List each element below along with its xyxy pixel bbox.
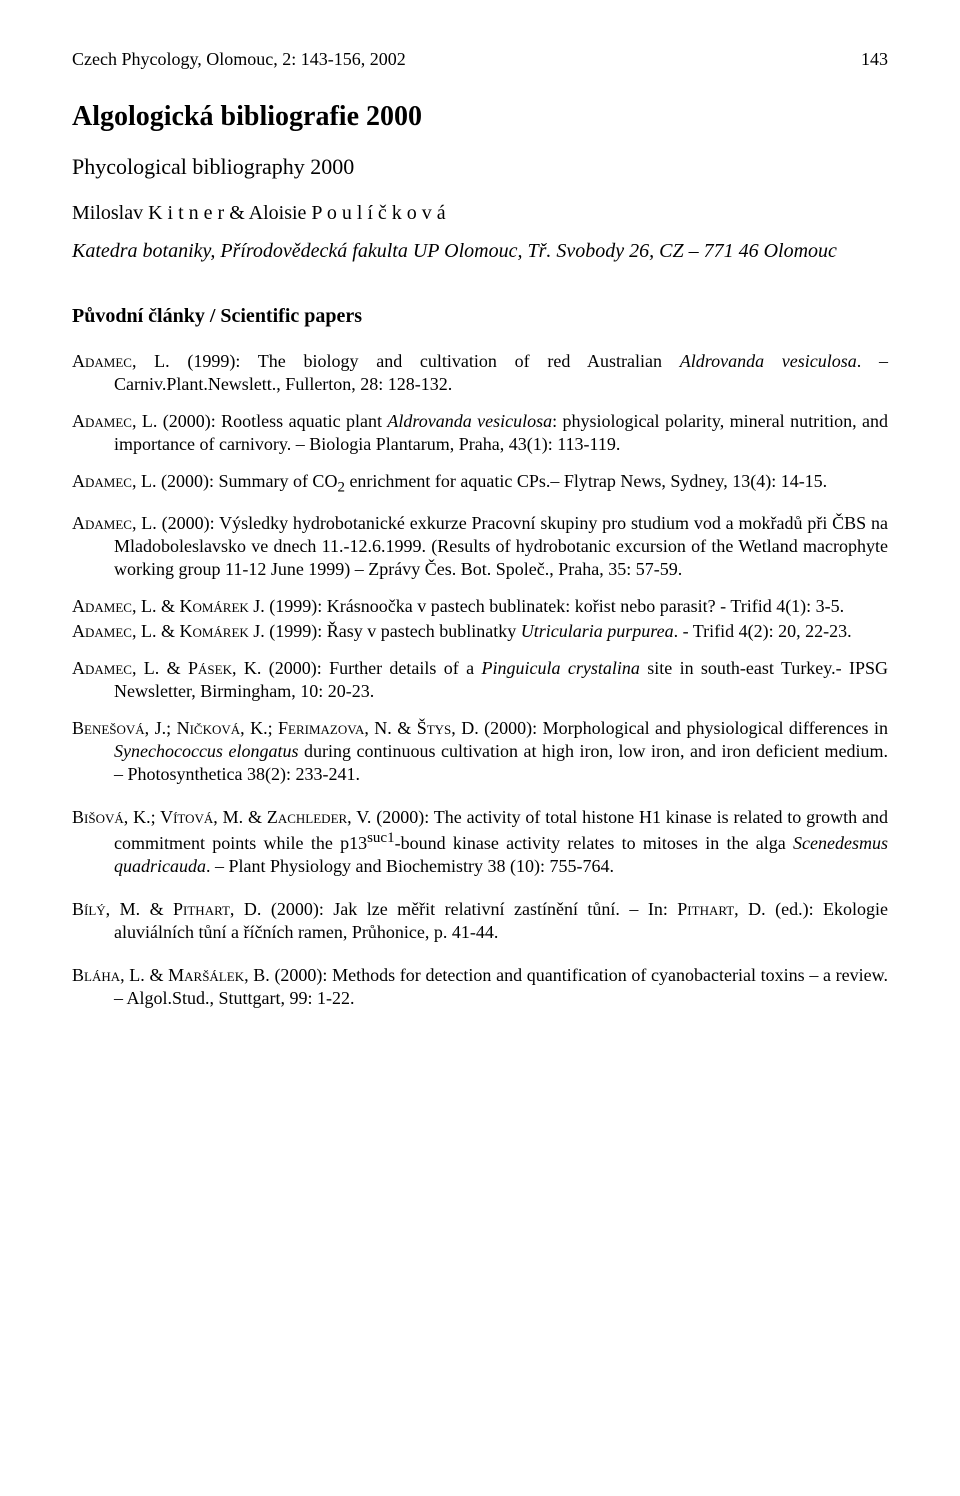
reference-item: Bláha, L. & Maršálek, B. (2000): Methods…: [72, 964, 888, 1010]
ref-tail: (2000): Výsledky hydrobotanické exkurze …: [114, 513, 888, 579]
reference-item: Adamec, L. & Pásek, K. (2000): Further d…: [72, 657, 888, 703]
ref-text: (2000): Jak lze měřit relativní zastíněn…: [261, 899, 677, 919]
article-subtitle: Phycological bibliography 2000: [72, 153, 888, 181]
ref-author: Adamec, L. & Komárek J.: [72, 596, 265, 616]
ref-italic: Aldrovanda vesiculosa: [680, 351, 857, 371]
ref-tail: enrichment for aquatic CPs.– Flytrap New…: [345, 471, 827, 491]
ref-author: Bláha, L. & Maršálek, B.: [72, 965, 270, 985]
reference-item: Bílý, M. & Pithart, D. (2000): Jak lze m…: [72, 898, 888, 944]
ref-tail: (1999): Krásnoočka v pastech bublinatek:…: [265, 596, 844, 616]
ref-author: Adamec, L.: [72, 411, 157, 431]
ref-text: -bound kinase activity relates to mitose…: [395, 833, 793, 853]
reference-item: Adamec, L. (2000): Summary of CO2 enrich…: [72, 470, 888, 498]
ref-text: (2000): Morphological and physiological …: [479, 718, 888, 738]
ref-text: (1999): Řasy v pastech bublinatky: [265, 621, 521, 641]
ref-author: Pithart, D.: [677, 899, 765, 919]
ref-tail: . – Plant Physiology and Biochemistry 38…: [206, 856, 614, 876]
ref-subscript: 2: [337, 480, 345, 496]
ref-italic: Pinguicula crystalina: [482, 658, 640, 678]
ref-author: Adamec, L.: [72, 471, 156, 491]
ref-tail: . - Trifid 4(2): 20, 22-23.: [674, 621, 852, 641]
journal-ref: Czech Phycology, Olomouc, 2: 143-156, 20…: [72, 48, 406, 71]
ref-text: (2000): Rootless aquatic plant: [157, 411, 387, 431]
ref-italic: Synechococcus elongatus: [114, 741, 298, 761]
article-title: Algologická bibliografie 2000: [72, 99, 888, 135]
ref-superscript: suc1: [367, 830, 395, 846]
ref-text: (2000): Further details of a: [261, 658, 481, 678]
ref-author: Benešová, J.; Ničková, K.; Ferimazova, N…: [72, 718, 479, 738]
running-header: Czech Phycology, Olomouc, 2: 143-156, 20…: [72, 48, 888, 71]
page-number: 143: [861, 48, 888, 71]
ref-author: Bílý, M. & Pithart, D.: [72, 899, 261, 919]
reference-item: Adamec, L. (1999): The biology and culti…: [72, 350, 888, 396]
ref-author: Adamec, L.: [72, 513, 157, 533]
reference-item: Bišová, K.; Vítová, M. & Zachleder, V. (…: [72, 806, 888, 878]
reference-item: Adamec, L. (2000): Výsledky hydrobotanic…: [72, 512, 888, 581]
section-heading: Původní články / Scientific papers: [72, 304, 888, 330]
ref-italic: Utricularia purpurea: [521, 621, 674, 641]
reference-item: Adamec, L. & Komárek J. (1999): Krásnooč…: [72, 595, 888, 618]
ref-author: Adamec, L.: [72, 351, 170, 371]
ref-text: (2000): Summary of CO: [156, 471, 337, 491]
ref-text: (1999): The biology and cultivation of r…: [170, 351, 680, 371]
reference-item: Adamec, L. & Komárek J. (1999): Řasy v p…: [72, 620, 888, 643]
ref-italic: Aldrovanda vesiculosa: [387, 411, 552, 431]
ref-author: Adamec, L. & Komárek J.: [72, 621, 265, 641]
reference-item: Adamec, L. (2000): Rootless aquatic plan…: [72, 410, 888, 456]
ref-author: Bišová, K.; Vítová, M. & Zachleder, V.: [72, 807, 371, 827]
ref-author: Adamec, L. & Pásek, K.: [72, 658, 261, 678]
reference-item: Benešová, J.; Ničková, K.; Ferimazova, N…: [72, 717, 888, 786]
affiliation: Katedra botaniky, Přírodovědecká fakulta…: [72, 239, 888, 265]
author-line: Miloslav K i t n e r & Aloisie P o u l í…: [72, 201, 888, 227]
